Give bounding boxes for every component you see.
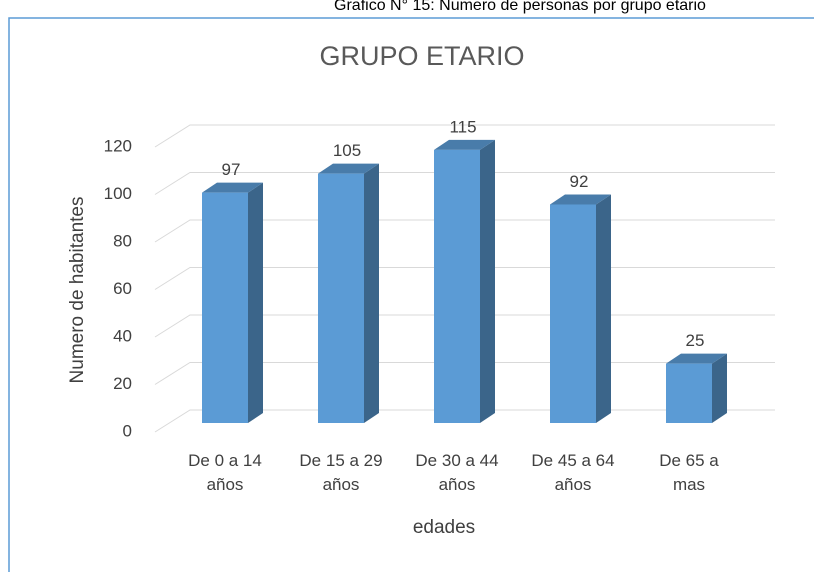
x-tick-label: De 15 a 29 años (299, 451, 382, 494)
x-tick-label: De 45 a 64 años (531, 451, 614, 494)
y-axis-label: Numero de habitantes (67, 197, 88, 384)
bar-top (550, 194, 611, 205)
bar-front (318, 173, 364, 423)
bar-side (364, 163, 379, 423)
grid-line (154, 124, 775, 148)
value-label: 92 (570, 172, 589, 191)
y-tick-label: 20 (113, 374, 132, 393)
chart-title: GRUPO ETARIO (319, 41, 524, 71)
bar-side (712, 353, 727, 423)
chart-border (8, 17, 814, 572)
caption: Grafico N° 15: Numero de personas por gr… (334, 0, 706, 14)
y-tick-label: 100 (104, 184, 132, 203)
y-tick-label: 80 (113, 231, 132, 250)
value-label: 115 (449, 117, 476, 136)
y-tick-label: 40 (113, 326, 132, 345)
bar (666, 353, 727, 423)
x-tick-label: De 0 a 14 años (188, 451, 262, 494)
bar-top (666, 353, 727, 364)
bar-front (202, 192, 248, 423)
bar-top (318, 163, 379, 174)
bar-top (434, 139, 495, 150)
bar (202, 182, 263, 423)
bar-front (434, 149, 480, 423)
bar (550, 194, 611, 423)
y-tick-label: 60 (113, 279, 132, 298)
y-tick-label: 0 (123, 421, 132, 440)
x-tick-label: De 65 a mas (659, 451, 719, 494)
bar-front (550, 204, 596, 423)
x-axis-label: edades (413, 517, 475, 538)
value-label: 105 (333, 141, 361, 160)
bar (434, 139, 495, 423)
bar-side (596, 194, 611, 423)
x-tick-label: De 30 a 44 años (415, 451, 498, 494)
value-label: 25 (686, 331, 705, 350)
bar-side (248, 182, 263, 423)
bar-side (480, 139, 495, 423)
grid-line (154, 172, 775, 195)
bar (318, 163, 379, 423)
value-label: 97 (222, 160, 241, 179)
bar-top (202, 182, 263, 193)
y-tick-label: 120 (104, 136, 132, 155)
bar-front (666, 363, 712, 423)
